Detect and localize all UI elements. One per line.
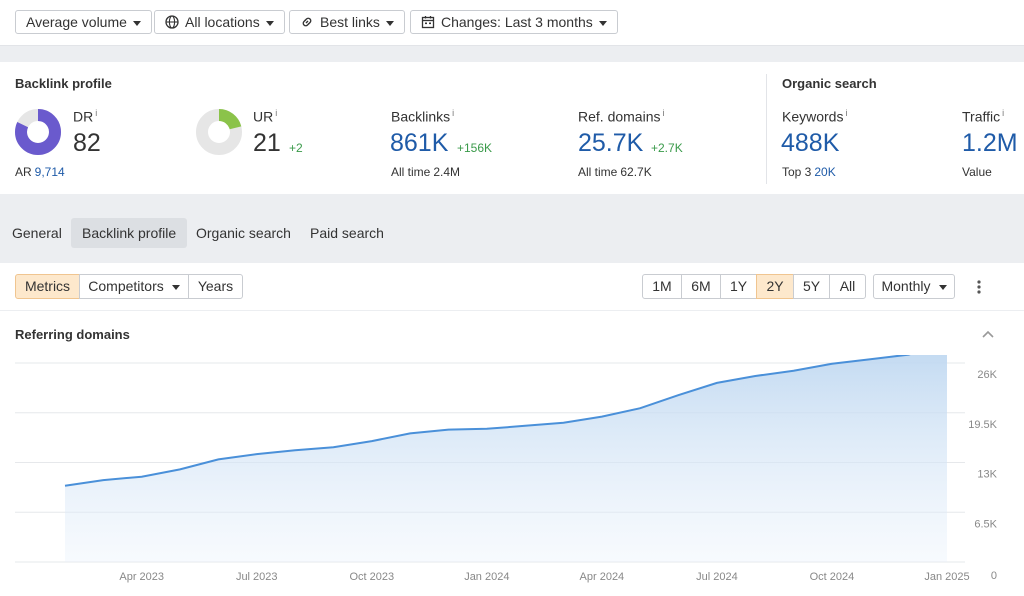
dr-label: DR i — [73, 108, 98, 125]
ref-domains-delta: +2.7K — [651, 141, 683, 155]
filter-bar: Average volume All locations Best links … — [0, 0, 1024, 46]
y-tick-label: 0 — [991, 570, 997, 582]
view-competitors[interactable]: Competitors — [79, 274, 189, 299]
tab-paid-search[interactable]: Paid search — [310, 225, 384, 241]
x-tick-label: Oct 2024 — [810, 571, 855, 583]
ar-value[interactable]: 9,714 — [34, 165, 65, 179]
chevron-up-icon[interactable] — [981, 328, 995, 340]
more-options-icon[interactable] — [972, 278, 986, 296]
y-tick-label: 26K — [977, 369, 997, 381]
globe-icon — [165, 15, 179, 29]
ur-label: UR i — [253, 108, 278, 125]
caret-down-icon — [132, 20, 141, 26]
view-competitors-label: Competitors — [88, 278, 164, 294]
caret-down-icon — [938, 284, 947, 290]
tab-backlink-profile[interactable]: Backlink profile — [71, 218, 188, 248]
range-1y[interactable]: 1Y — [720, 274, 757, 299]
links-dropdown[interactable]: Best links — [289, 10, 405, 34]
caret-down-icon — [265, 20, 274, 26]
interval-dropdown[interactable]: Monthly — [873, 274, 955, 299]
backlinks-label: Backlinks i — [391, 108, 455, 125]
referring-domains-chart: 26K 19.5K 13K 6.5K 0 Apr 2023 Jul 2023 Oct 202… — [15, 355, 998, 583]
range-all[interactable]: All — [829, 274, 866, 299]
ar-row: AR 9,714 — [15, 165, 65, 179]
locations-dropdown[interactable]: All locations — [154, 10, 285, 34]
section-divider — [766, 74, 767, 184]
view-years[interactable]: Years — [188, 274, 243, 299]
x-tick-label: Jan 2025 — [924, 571, 969, 583]
traffic-value[interactable]: 1.2M — [962, 129, 1018, 157]
caret-down-icon — [385, 20, 394, 26]
y-tick-label: 13K — [977, 469, 997, 481]
range-6m[interactable]: 6M — [681, 274, 721, 299]
backlinks-value[interactable]: 861K — [390, 129, 449, 157]
tab-organic-search[interactable]: Organic search — [196, 225, 291, 241]
keywords-value[interactable]: 488K — [781, 129, 840, 157]
x-tick-label: Jan 2024 — [464, 571, 509, 583]
series-area — [65, 355, 947, 562]
range-2y[interactable]: 2Y — [756, 274, 794, 299]
changes-dropdown[interactable]: Changes: Last 3 months — [410, 10, 618, 34]
ur-value: 21 — [253, 129, 281, 157]
overview-panel: Backlink profile DR i 82 AR 9,714 UR i 21 +… — [0, 62, 1024, 194]
x-tick-label: Jul 2023 — [236, 571, 278, 583]
changes-dropdown-label: Changes: Last 3 months — [441, 14, 593, 30]
x-tick-label: Jul 2024 — [696, 571, 738, 583]
chart-title: Referring domains — [15, 327, 130, 342]
calendar-icon — [421, 16, 435, 29]
top3-value[interactable]: 20K — [814, 165, 836, 179]
links-dropdown-label: Best links — [320, 14, 380, 30]
top3-row: Top 3 20K — [782, 165, 836, 179]
series-line — [64, 355, 911, 487]
ref-domains-label: Ref. domains i — [578, 108, 665, 125]
caret-down-icon — [598, 20, 607, 26]
locations-dropdown-label: All locations — [185, 14, 260, 30]
x-tick-label: Oct 2023 — [349, 571, 394, 583]
y-tick-label: 6.5K — [974, 518, 997, 530]
card-divider — [0, 310, 1024, 311]
volume-dropdown-label: Average volume — [26, 14, 127, 30]
caret-down-icon — [171, 284, 180, 290]
ur-delta: +2 — [289, 141, 303, 155]
ref-domains-alltime: All time 62.7K — [578, 165, 652, 179]
tab-general[interactable]: General — [12, 225, 62, 241]
x-tick-label: Apr 2023 — [119, 571, 164, 583]
backlinks-delta: +156K — [457, 141, 493, 155]
interval-label: Monthly — [881, 278, 931, 294]
range-1m[interactable]: 1M — [642, 274, 682, 299]
ur-gauge-icon — [196, 109, 242, 155]
traffic-label: Traffic i — [962, 108, 1005, 125]
organic-search-title: Organic search — [782, 76, 877, 91]
x-tick-label: Apr 2024 — [580, 571, 625, 583]
ref-domains-value[interactable]: 25.7K — [578, 129, 644, 157]
backlink-profile-title: Backlink profile — [15, 76, 112, 91]
range-5y[interactable]: 5Y — [793, 274, 830, 299]
dr-value: 82 — [73, 129, 101, 157]
link-icon — [302, 17, 312, 27]
y-tick-label: 19.5K — [968, 419, 997, 431]
dr-gauge-icon — [15, 109, 61, 155]
keywords-label: Keywords i — [782, 108, 848, 125]
backlinks-alltime: All time 2.4M — [391, 165, 461, 179]
volume-dropdown[interactable]: Average volume — [15, 10, 152, 34]
traffic-value-label: Value — [962, 165, 992, 179]
view-metrics[interactable]: Metrics — [15, 274, 80, 299]
